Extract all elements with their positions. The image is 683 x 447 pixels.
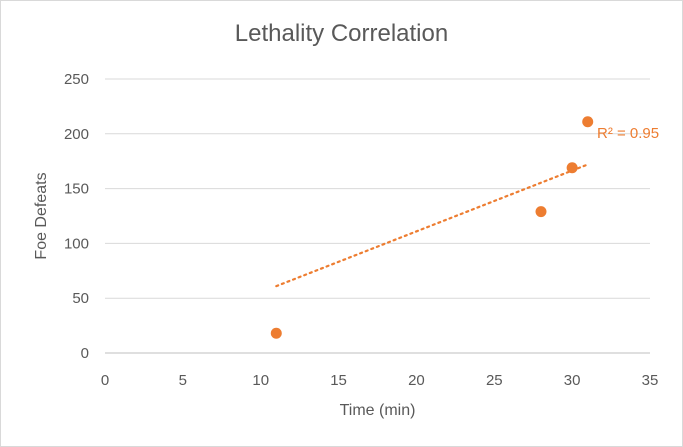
x-tick-label: 30 bbox=[564, 372, 581, 389]
data-point bbox=[270, 327, 282, 339]
x-tick-labels: 0 5 10 15 20 25 30 35 bbox=[101, 372, 659, 389]
x-tick-label: 10 bbox=[252, 372, 269, 389]
x-tick-label: 15 bbox=[330, 372, 347, 389]
y-tick-label: 50 bbox=[72, 290, 89, 307]
x-axis-title: Time (min) bbox=[340, 402, 416, 419]
data-points bbox=[270, 116, 594, 339]
data-point bbox=[566, 162, 578, 174]
data-point bbox=[582, 116, 594, 128]
x-tick-label: 35 bbox=[642, 372, 659, 389]
y-tick-label: 150 bbox=[64, 181, 89, 198]
y-tick-label: 100 bbox=[64, 235, 89, 252]
x-tick-label: 5 bbox=[179, 372, 187, 389]
r-squared-label: R² = 0.95 bbox=[597, 125, 659, 142]
x-tick-label: 20 bbox=[408, 372, 425, 389]
y-tick-label: 0 bbox=[81, 345, 89, 362]
trendline bbox=[275, 163, 589, 288]
y-axis-title: Foe Defeats bbox=[33, 172, 50, 259]
x-tick-label: 25 bbox=[486, 372, 503, 389]
y-tick-labels: 0 50 100 150 200 250 bbox=[64, 71, 89, 362]
gridlines bbox=[105, 78, 650, 299]
data-point bbox=[535, 206, 547, 218]
x-tick-label: 0 bbox=[101, 372, 109, 389]
chart-title: Lethality Correlation bbox=[234, 20, 449, 47]
y-tick-label: 250 bbox=[64, 71, 89, 88]
y-tick-label: 200 bbox=[64, 126, 89, 143]
